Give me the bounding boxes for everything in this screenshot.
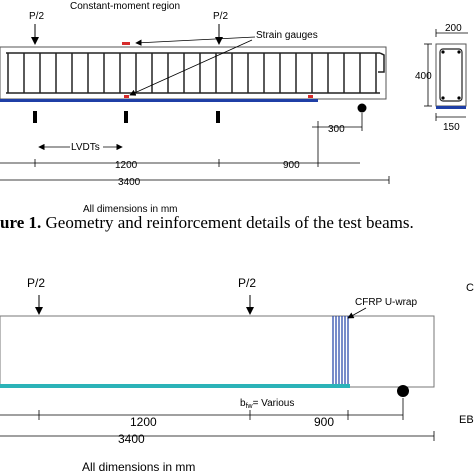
strain-gauge-leader-top [135,36,256,46]
fig2-edge-label-top: C [466,282,474,294]
fig2-load-label-left: P/2 [27,276,45,290]
section-stirrup [439,48,463,102]
lvdt-label: LVDTs [71,142,100,153]
fig2-load-label-right: P/2 [238,276,256,290]
fig2-dim-mid-span: 1200 [130,415,157,429]
fig2-dim-total-length: 3400 [118,432,145,446]
strain-gauge-bottom [124,95,129,98]
cfrp-u-wrap [332,316,349,387]
dim-support-overhang: 300 [328,124,345,135]
fig2-edge-label-bottom: EB [459,414,474,426]
stirrups [7,53,377,93]
figure-1-beam-elevation: Constant-moment region P/2 P/2 [0,1,390,215]
fig2-beam-outline [0,315,435,388]
section-dim-height: 400 [415,71,432,82]
figure-1-caption: ure 1. Geometry and reinforcement detail… [0,213,414,232]
load-label-left: P/2 [29,11,44,22]
bfw-rest: = Various [253,398,295,409]
bfw-base: b [240,398,246,409]
constant-moment-region-label: Constant-moment region [70,1,180,12]
lvdt-3 [216,111,220,123]
figure-1-cross-section: 200 400 150 [415,23,468,133]
frp-laminate [0,99,318,102]
dim-shear-span: 900 [283,160,300,171]
lvdt-2 [124,111,128,123]
caption-label: ure 1. [0,213,41,232]
strain-gauge-leader-bottom [129,39,253,96]
dimension-lines [0,113,390,184]
fig2-frp-laminate [0,384,350,388]
units-note-1: All dimensions in mm [83,204,177,215]
load-label-right: P/2 [213,11,228,22]
dim-total-length: 3400 [118,177,141,188]
section-dim-bottom: 150 [443,122,460,133]
fig2-dimension-lines [0,398,435,441]
figure-2-beam-elevation: P/2 P/2 CFRP U-wrap bfw= Various [0,276,474,474]
uwrap-label: CFRP U-wrap [355,297,417,308]
strain-gauges-label: Strain gauges [256,30,318,41]
section-frp-laminate [436,106,466,109]
caption-text: Geometry and reinforcement details of th… [41,213,413,232]
units-note-2: All dimensions in mm [82,460,195,474]
end-hook [378,52,385,73]
lvdt-1 [33,111,37,123]
dim-mid-span: 1200 [115,160,138,171]
roller-support [357,103,367,113]
bfw-label: bfw= Various [240,398,294,410]
fig2-dim-shear-span: 900 [314,415,334,429]
strain-gauge-top [122,42,130,45]
uwrap-leader [347,307,367,319]
fig2-roller-support [397,385,409,397]
strain-gauge-side [308,95,313,98]
reinforcement-cage [6,52,385,94]
section-dim-top: 200 [445,23,462,34]
bfw-subscript: fw [246,403,254,410]
